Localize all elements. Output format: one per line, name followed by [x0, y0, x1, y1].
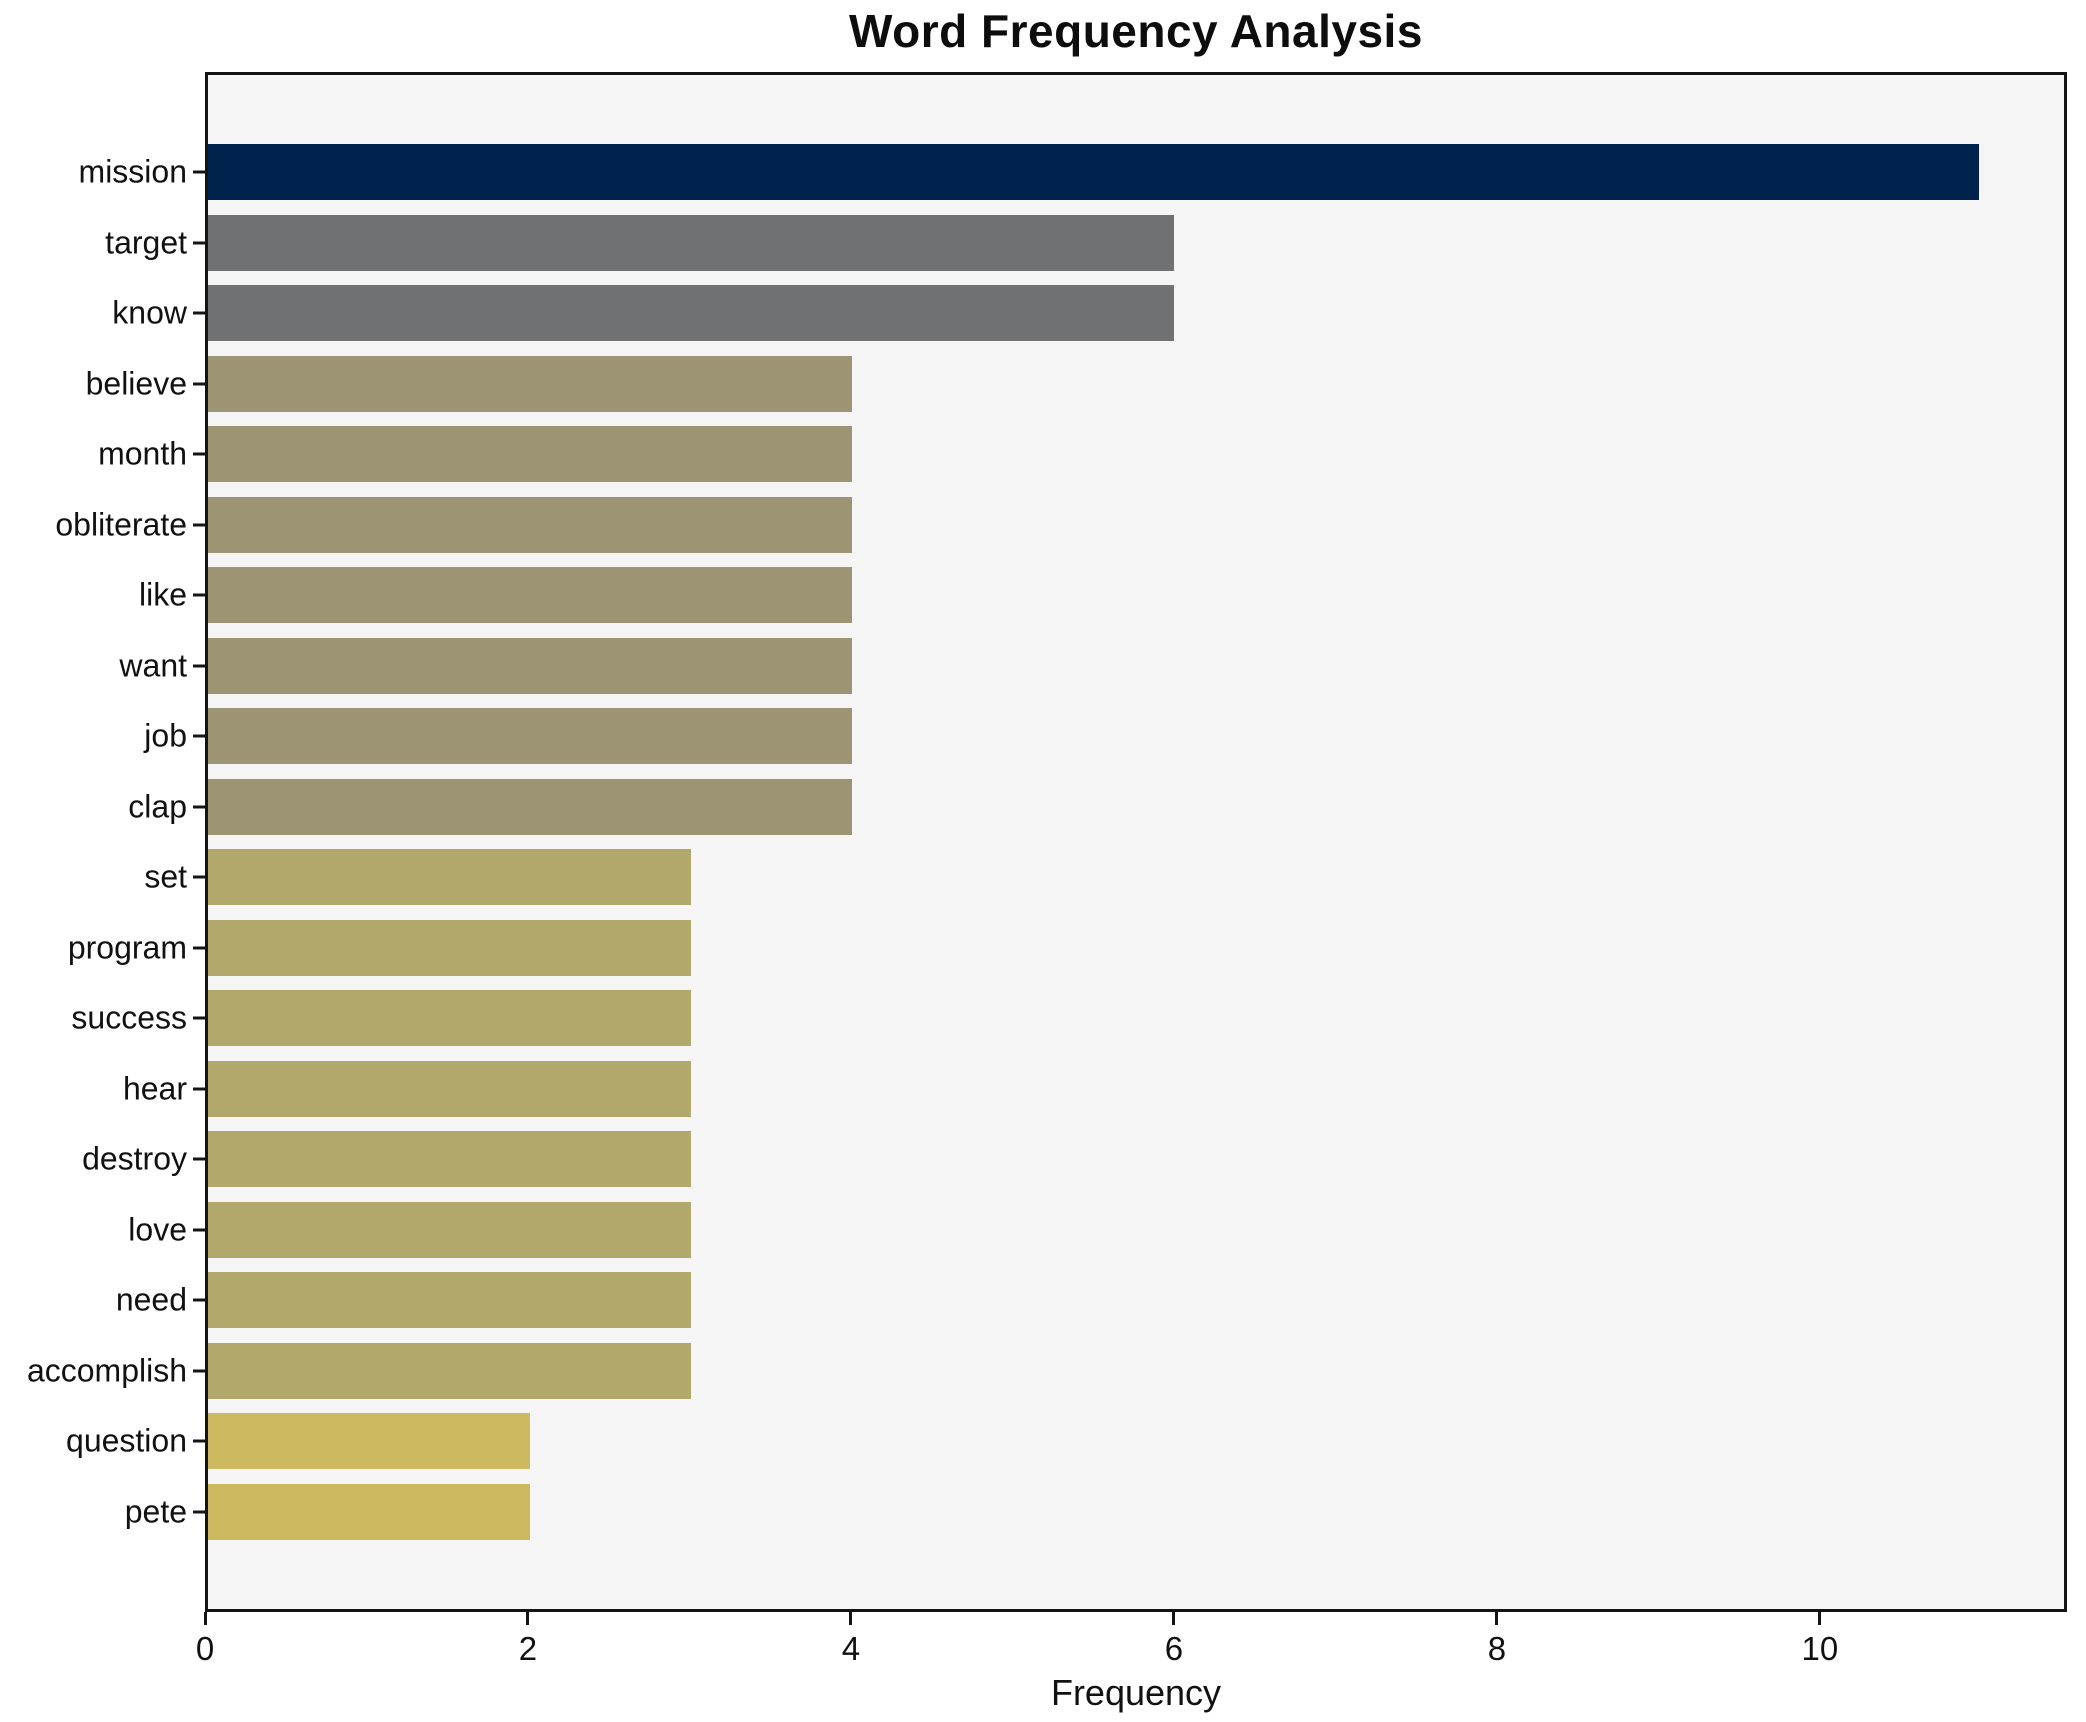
- x-tick-label: 2: [518, 1630, 538, 1667]
- bar-like: [208, 567, 852, 624]
- bar-row-job: job: [144, 701, 2064, 772]
- bar-destroy: [208, 1131, 691, 1188]
- y-axis-label: target: [105, 224, 187, 261]
- bar-row-success: success: [71, 983, 2064, 1054]
- x-tick-mark: [1172, 1612, 1176, 1625]
- y-tick: [193, 593, 205, 597]
- y-tick: [193, 875, 205, 879]
- y-tick: [193, 734, 205, 738]
- x-tick-label: 6: [1164, 1630, 1184, 1667]
- x-tick-label: 4: [841, 1630, 861, 1667]
- bar-know: [208, 285, 1174, 342]
- bar-clap: [208, 778, 852, 835]
- y-axis-label: want: [119, 647, 187, 684]
- y-axis-label: mission: [78, 153, 187, 190]
- bar-question: [208, 1413, 530, 1470]
- bar-month: [208, 426, 852, 483]
- bar-row-accomplish: accomplish: [27, 1336, 2064, 1407]
- bar-row-love: love: [128, 1195, 2064, 1266]
- y-tick: [193, 241, 205, 245]
- bar-row-clap: clap: [128, 772, 2064, 843]
- y-axis-label: pete: [124, 1493, 187, 1530]
- bar-obliterate: [208, 496, 852, 553]
- y-axis-label: program: [67, 929, 187, 966]
- y-axis-label: month: [98, 435, 187, 472]
- y-tick: [193, 452, 205, 456]
- y-axis-label: accomplish: [26, 1352, 187, 1389]
- y-axis-label: set: [144, 858, 187, 895]
- bar-row-question: question: [66, 1406, 2064, 1477]
- y-tick: [193, 1369, 205, 1373]
- y-axis-label: question: [66, 1422, 187, 1459]
- bar-hear: [208, 1060, 691, 1117]
- y-axis-label: need: [115, 1281, 187, 1318]
- bar-accomplish: [208, 1342, 691, 1399]
- bar-row-pete: pete: [125, 1477, 2064, 1548]
- y-tick: [193, 1157, 205, 1161]
- y-axis-label: like: [138, 576, 187, 613]
- bar-need: [208, 1272, 691, 1329]
- y-tick: [193, 1228, 205, 1232]
- x-tick-label: 8: [1487, 1630, 1507, 1667]
- x-tick-mark: [526, 1612, 530, 1625]
- bar-success: [208, 990, 691, 1047]
- bar-job: [208, 708, 852, 765]
- bar-row-target: target: [105, 208, 2064, 279]
- y-tick: [193, 1087, 205, 1091]
- y-tick: [193, 1439, 205, 1443]
- bar-row-like: like: [139, 560, 2064, 631]
- y-axis-label: hear: [122, 1070, 187, 1107]
- y-axis-label: love: [128, 1211, 187, 1248]
- x-tick-label: 10: [1801, 1630, 1839, 1667]
- y-tick: [193, 1298, 205, 1302]
- y-tick: [193, 311, 205, 315]
- y-tick: [193, 382, 205, 386]
- plot-area: mission target know believe month obliterate l…: [27, 72, 2067, 1612]
- x-tick-mark: [203, 1612, 207, 1625]
- bar-row-month: month: [98, 419, 2064, 490]
- bar-pete: [208, 1483, 530, 1540]
- y-tick: [193, 805, 205, 809]
- bar-row-set: set: [144, 842, 2064, 913]
- bar-set: [208, 849, 691, 906]
- bar-row-mission: mission: [79, 137, 2064, 208]
- bar-love: [208, 1201, 691, 1258]
- x-tick-mark: [1818, 1612, 1822, 1625]
- y-axis-label: clap: [128, 788, 187, 825]
- x-tick-mark: [849, 1612, 853, 1625]
- y-tick: [193, 523, 205, 527]
- bar-row-know: know: [112, 278, 2064, 349]
- x-tick-label: 0: [195, 1630, 215, 1667]
- y-tick: [193, 170, 205, 174]
- y-axis-label: obliterate: [55, 506, 187, 543]
- y-tick: [193, 946, 205, 950]
- bar-program: [208, 919, 691, 976]
- bar-target: [208, 214, 1174, 271]
- y-tick: [193, 1016, 205, 1020]
- chart-title: Word Frequency Analysis: [849, 5, 1423, 57]
- bar-row-believe: believe: [86, 349, 2064, 420]
- bar-row-hear: hear: [123, 1054, 2064, 1125]
- y-axis-label: destroy: [82, 1140, 187, 1177]
- bar-row-program: program: [68, 913, 2064, 984]
- bar-want: [208, 637, 852, 694]
- bar-row-need: need: [116, 1265, 2064, 1336]
- bar-row-obliterate: obliterate: [55, 490, 2064, 561]
- x-tick-mark: [1495, 1612, 1499, 1625]
- y-axis-label: job: [144, 717, 187, 754]
- bar-row-destroy: destroy: [82, 1124, 2064, 1195]
- bar-believe: [208, 355, 852, 412]
- y-axis-label: know: [112, 294, 187, 331]
- y-axis-label: success: [71, 999, 187, 1036]
- y-tick: [193, 664, 205, 668]
- y-axis-label: believe: [85, 365, 187, 402]
- y-tick: [193, 1510, 205, 1514]
- bar-mission: [208, 144, 1979, 201]
- x-axis-title: Frequency: [1050, 1672, 1222, 1713]
- bar-row-want: want: [119, 631, 2064, 702]
